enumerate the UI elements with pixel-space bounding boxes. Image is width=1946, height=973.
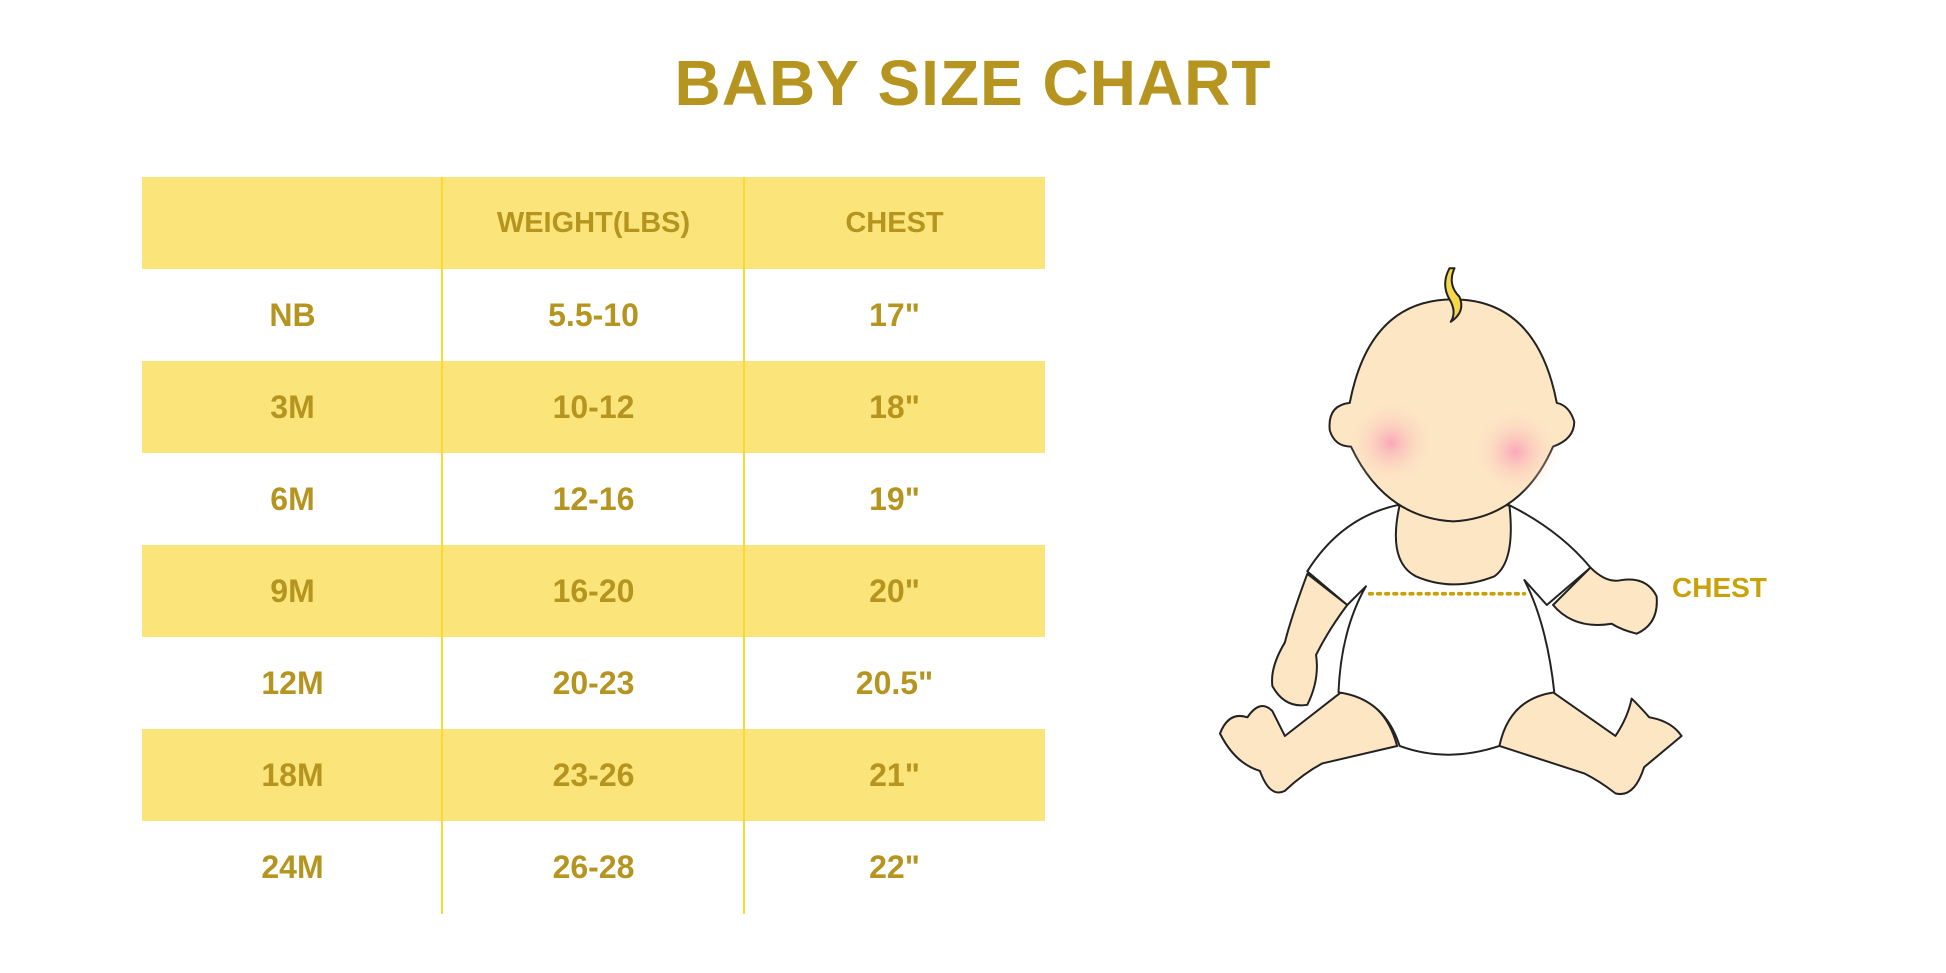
cell-chest: 20.5" — [855, 664, 934, 701]
header-chest: CHEST — [845, 206, 944, 239]
size-table: WEIGHT(LBS) CHEST NB 5.5-10 17" 3M 10-12 18" 6… — [142, 177, 1045, 913]
page-title: BABY SIZE CHART — [674, 47, 1272, 119]
cell-chest: 19" — [869, 480, 920, 517]
cell-weight: 20-23 — [552, 664, 635, 701]
table-row: 18M 23-26 21" — [142, 729, 1045, 821]
right-leg — [1498, 691, 1683, 796]
cell-chest: 17" — [869, 296, 920, 333]
cell-size: NB — [269, 296, 316, 333]
left-leg — [1218, 691, 1399, 794]
onesie — [1306, 504, 1592, 756]
table-row: NB 5.5-10 17" — [142, 269, 1045, 361]
cell-size: 6M — [270, 480, 315, 517]
cell-size: 9M — [270, 572, 315, 609]
cell-chest: 22" — [869, 848, 920, 885]
cell-weight: 10-12 — [552, 388, 635, 425]
table-header-row: WEIGHT(LBS) CHEST — [142, 177, 1045, 269]
cell-size: 12M — [261, 664, 324, 701]
hair-curl — [1444, 267, 1463, 323]
cell-size: 24M — [261, 848, 324, 885]
cell-size: 3M — [270, 388, 315, 425]
left-cheek — [1347, 399, 1435, 487]
left-arm — [1271, 572, 1349, 707]
cell-weight: 5.5-10 — [548, 296, 639, 333]
cell-weight: 16-20 — [552, 572, 635, 609]
table-row: 24M 26-28 22" — [142, 821, 1045, 913]
cell-weight: 26-28 — [552, 848, 635, 885]
table-row: 6M 12-16 19" — [142, 453, 1045, 545]
column-divider — [441, 177, 443, 914]
column-divider — [743, 177, 745, 914]
table-row: 3M 10-12 18" — [142, 361, 1045, 453]
right-cheek — [1471, 407, 1560, 496]
chest-label: CHEST — [1672, 572, 1767, 603]
table-row: 9M 16-20 20" — [142, 545, 1045, 637]
cell-chest: 21" — [869, 756, 920, 793]
right-arm — [1552, 566, 1658, 635]
cell-weight: 23-26 — [552, 756, 635, 793]
chin — [1394, 504, 1512, 586]
cell-chest: 18" — [869, 388, 920, 425]
cell-chest: 20" — [869, 572, 920, 609]
header-weight: WEIGHT(LBS) — [496, 206, 691, 239]
cell-size: 18M — [261, 756, 324, 793]
cell-weight: 12-16 — [552, 480, 635, 517]
table-row: 12M 20-23 20.5" — [142, 637, 1045, 729]
